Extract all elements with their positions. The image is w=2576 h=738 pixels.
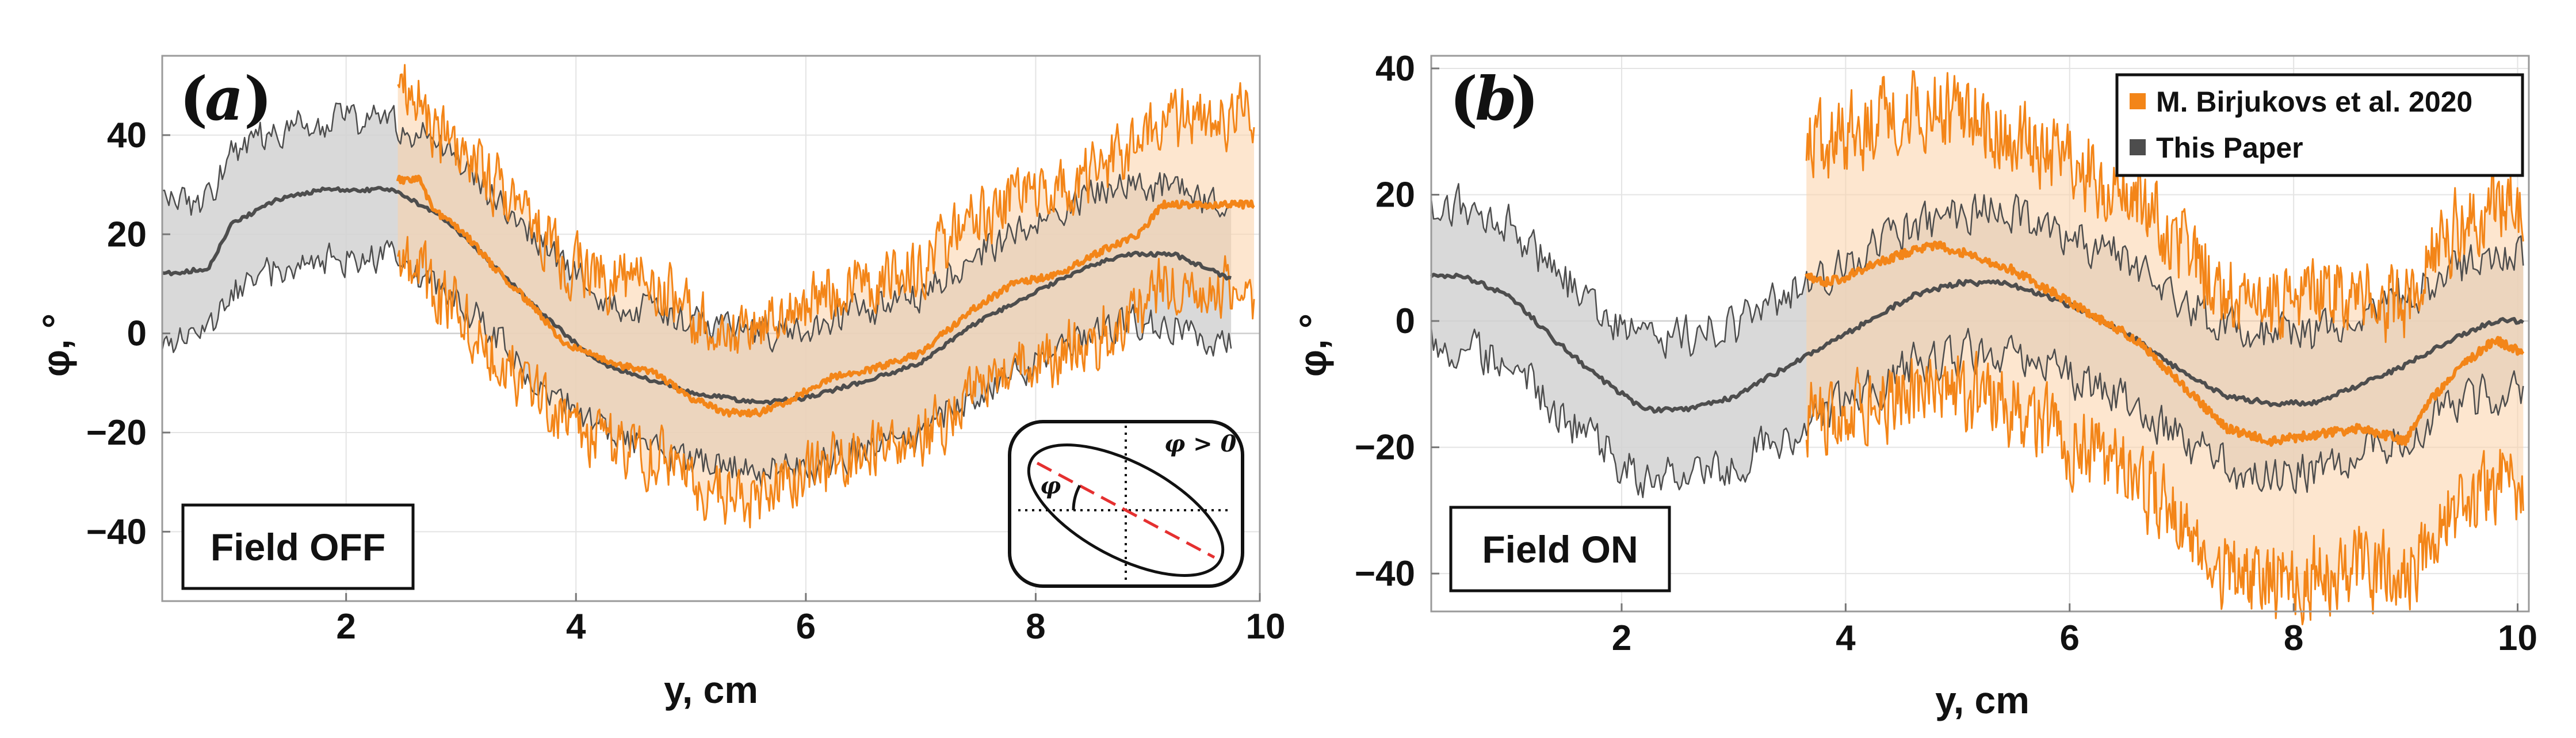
- y-tick-label: 40: [1375, 49, 1415, 89]
- panel-b-lower-birjukovs: [1805, 350, 2524, 626]
- y-tick-label: −40: [86, 512, 147, 552]
- inset-condition-label: φ > 0: [1164, 430, 1237, 457]
- y-tick-label: 0: [127, 314, 147, 354]
- panel-a-y-ticks: 40 20 0 −20 −40: [86, 116, 170, 552]
- legend-label-this-paper: This Paper: [2156, 132, 2303, 164]
- panel-b-upper-birjukovs: [1805, 70, 2524, 343]
- y-tick-label: −40: [1355, 554, 1415, 594]
- panel-a-close-paren: ): [244, 63, 272, 134]
- panel-a-frame: [161, 55, 1261, 602]
- legend-swatch-birjukovs: [2130, 93, 2146, 109]
- panel-b-condition-box: Field ON: [1449, 506, 1671, 592]
- y-tick-label: 0: [1396, 301, 1415, 341]
- panel-a-x-ticks: 2 4 6 8 10: [336, 593, 1285, 647]
- y-tick-label: 20: [1375, 175, 1415, 215]
- legend-swatch-this-paper: [2130, 139, 2146, 155]
- panel-b-condition-label: Field ON: [1482, 528, 1638, 571]
- legend: M. Birjukovs et al. 2020 This Paper: [2115, 73, 2524, 177]
- panel-a-mean-this-paper: [162, 186, 1232, 406]
- panel-a-upper-birjukovs: [397, 64, 1255, 354]
- panel-b-mean-birjukovs: [1805, 240, 2525, 447]
- panel-a-open-paren: (: [179, 63, 208, 134]
- panel-b-upper-this-paper: [1430, 183, 2524, 359]
- x-tick-label: 4: [1836, 618, 1856, 658]
- panel-a-x-axis-label: y, cm: [664, 668, 758, 711]
- legend-label-birjukovs: M. Birjukovs et al. 2020: [2156, 86, 2472, 118]
- panel-a-condition-label: Field OFF: [211, 526, 385, 568]
- y-tick-label: −20: [1355, 428, 1415, 468]
- panel-b-frame: [1430, 55, 2530, 613]
- inset-angle-label: φ: [1040, 472, 1061, 499]
- panel-b-x-ticks: 2 4 6 8 10: [1612, 603, 2537, 658]
- x-tick-label: 4: [566, 607, 586, 647]
- y-tick-label: 20: [107, 215, 147, 254]
- x-tick-label: 8: [1026, 607, 1045, 647]
- x-tick-label: 10: [2498, 618, 2537, 658]
- panel-a-condition-box: Field OFF: [181, 503, 415, 590]
- x-tick-label: 2: [336, 607, 356, 647]
- panel-b-letter: b: [1475, 63, 1517, 134]
- x-tick-label: 8: [2284, 618, 2303, 658]
- inset-angle-diagram: φ φ > 0: [1008, 420, 1244, 588]
- y-tick-label: 40: [107, 116, 147, 155]
- panel-b-open-paren: (: [1450, 63, 1478, 134]
- panel-a: 2 4 6 8 10 40 20 0 −20 −40 y, cm φ, ° ( a ) Fiel…: [35, 55, 1285, 711]
- panel-a-lower-this-paper: [161, 240, 1232, 487]
- panel-a-y-axis-label: φ, °: [35, 313, 77, 377]
- panel-b-mean-this-paper: [1430, 273, 2525, 414]
- panel-a-letter: a: [205, 63, 243, 134]
- panel-b-tag: ( b ): [1450, 63, 1539, 134]
- x-tick-label: 2: [1612, 618, 1631, 658]
- panel-b-y-axis-label: φ, °: [1291, 313, 1334, 377]
- x-tick-label: 6: [796, 607, 816, 647]
- panel-b-y-ticks: 40 20 0 −20 −40: [1355, 49, 1439, 594]
- panel-b: 2 4 6 8 10 40 20 0 −20 −40 y, cm φ, ° ( b ) Fiel…: [1291, 49, 2537, 721]
- y-tick-label: −20: [86, 413, 147, 453]
- panel-b-close-paren: ): [1511, 63, 1539, 134]
- panel-a-tag: ( a ): [179, 63, 272, 134]
- panel-a-lower-birjukovs: [397, 236, 1255, 529]
- panel-b-x-axis-label: y, cm: [1935, 679, 2030, 721]
- x-tick-label: 6: [2060, 618, 2080, 658]
- x-tick-label: 10: [1246, 607, 1286, 647]
- panel-a-mean-birjukovs: [396, 174, 1255, 418]
